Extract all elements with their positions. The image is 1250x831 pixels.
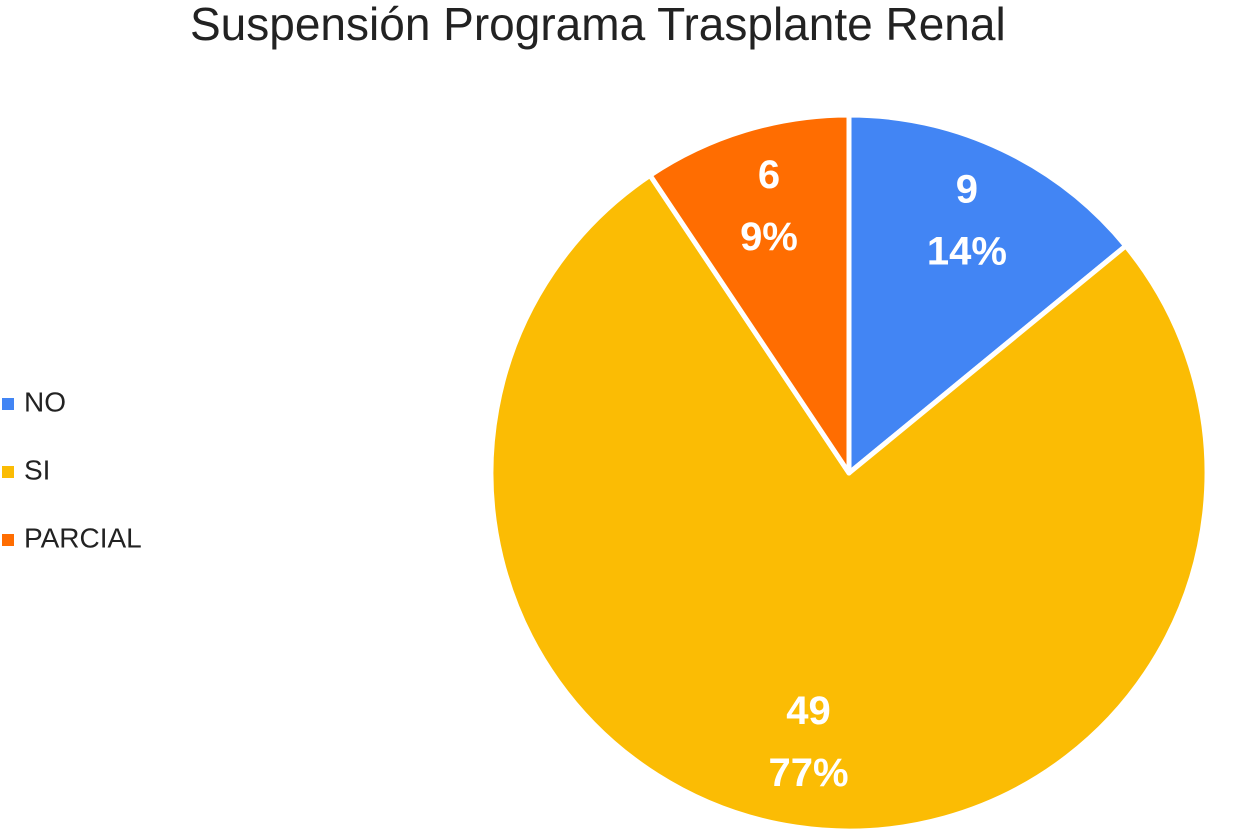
data-label: 49	[786, 689, 831, 733]
percent-label: 14%	[927, 229, 1007, 273]
data-label: 6	[758, 153, 780, 197]
pie-slice	[488, 172, 1210, 831]
chart-title: Suspensión Programa Trasplante Renal	[190, 0, 1006, 50]
pie-slice	[647, 112, 852, 476]
legend-label: NO	[24, 386, 66, 417]
legend-swatch	[2, 466, 14, 478]
percent-label: 9%	[740, 215, 798, 259]
legend-label: SI	[24, 454, 50, 485]
legend-swatch	[2, 398, 14, 410]
legend-swatch	[2, 534, 14, 546]
data-label: 9	[956, 167, 978, 211]
pie-slice	[846, 112, 1129, 476]
percent-label: 77%	[769, 751, 849, 795]
legend-label: PARCIAL	[24, 522, 142, 553]
